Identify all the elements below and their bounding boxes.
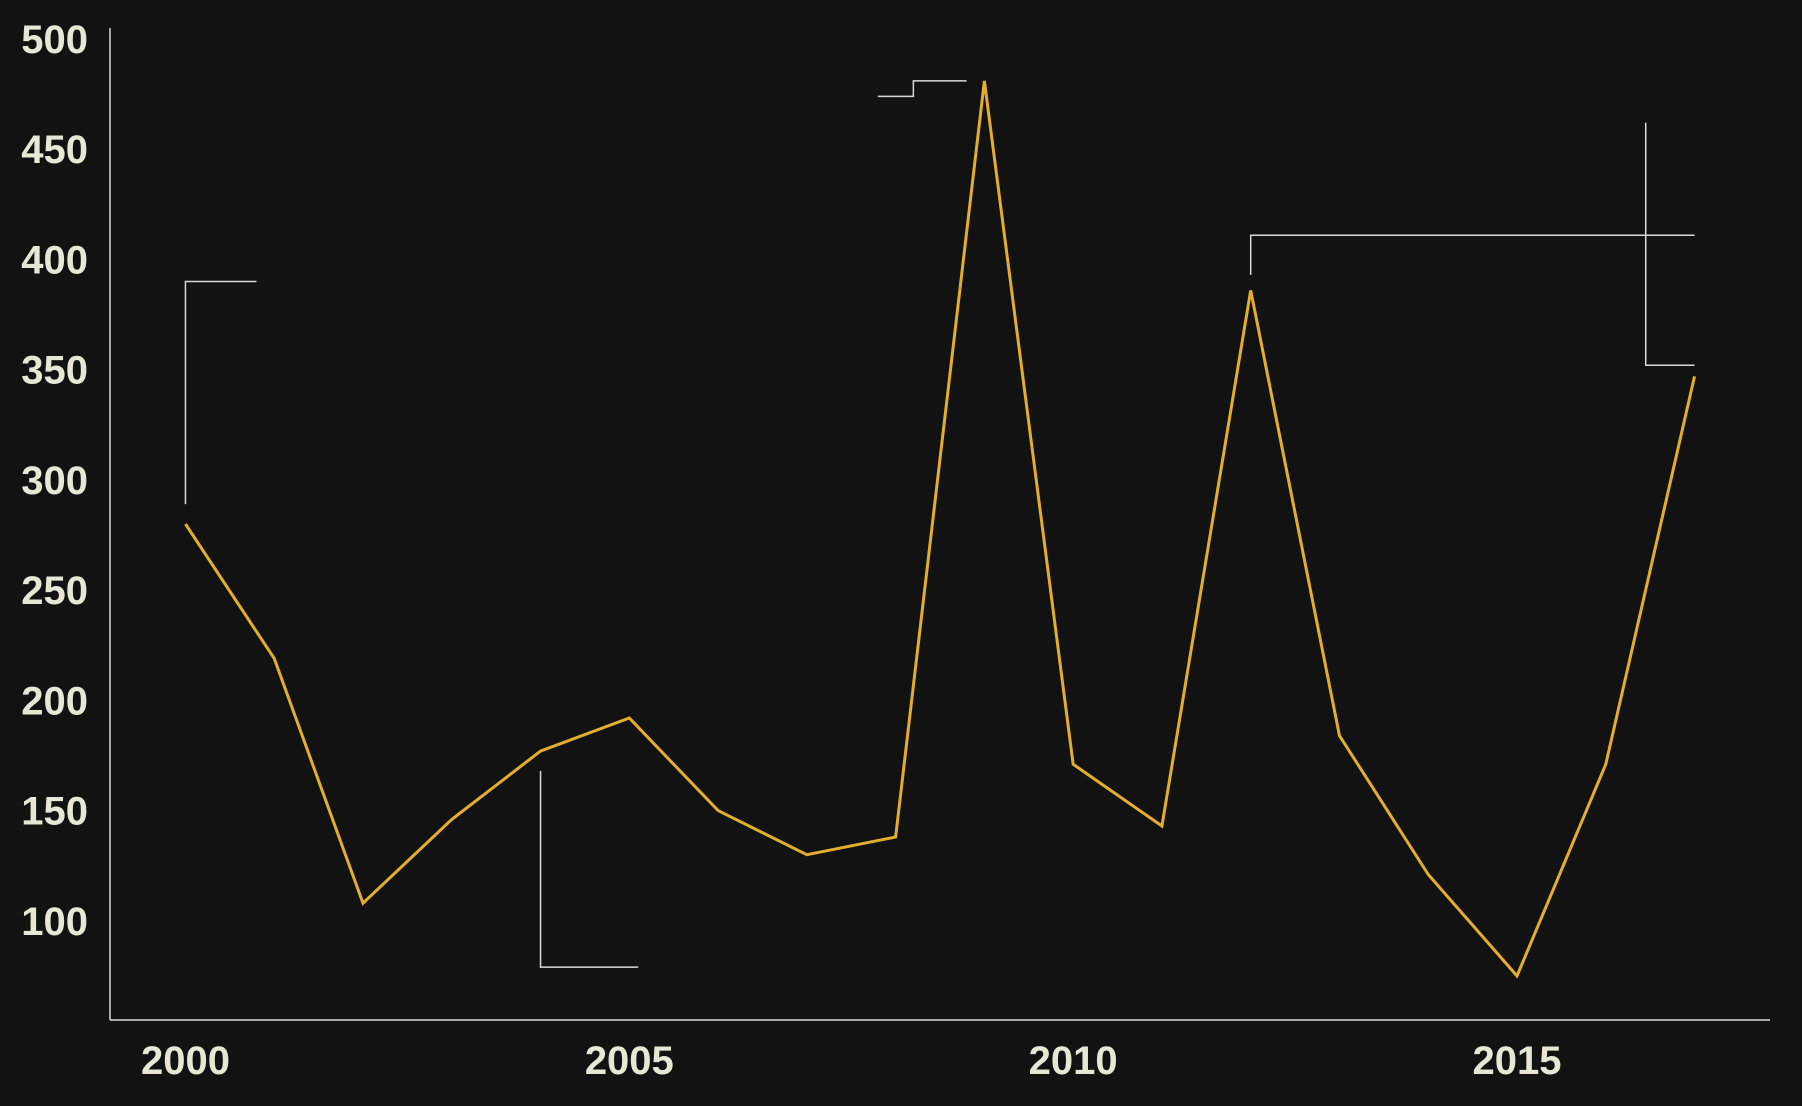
- y-tick-label: 100: [21, 900, 88, 944]
- y-tick-label: 200: [21, 679, 88, 723]
- annotation-bracket: [184, 280, 257, 505]
- annotation-bracket: [1249, 234, 1695, 275]
- annotation-bracket: [539, 770, 639, 968]
- x-tick-label: 2000: [141, 1039, 230, 1083]
- x-tick-label: 2010: [1029, 1039, 1118, 1083]
- series-line: [184, 80, 1697, 979]
- y-tick-label: 500: [21, 18, 88, 62]
- y-tick-label: 300: [21, 459, 88, 503]
- x-tick-label: 2005: [585, 1039, 674, 1083]
- annotation-layer: [184, 80, 1695, 968]
- annotation-bracket: [877, 80, 967, 98]
- y-tick-label: 350: [21, 349, 88, 393]
- y-tick-label: 250: [21, 569, 88, 613]
- y-tick-label: 400: [21, 238, 88, 282]
- axes-layer: [109, 28, 1770, 1021]
- y-tick-labels: 100 150 200 250 300 350 400 450 500: [21, 18, 88, 944]
- series-layer: [184, 80, 1697, 979]
- x-tick-label: 2015: [1473, 1039, 1562, 1083]
- x-tick-labels: 2000 2005 2010 2015: [141, 1039, 1562, 1083]
- annotation-bracket: [1644, 122, 1695, 367]
- y-tick-label: 150: [21, 790, 88, 834]
- y-tick-label: 450: [21, 128, 88, 172]
